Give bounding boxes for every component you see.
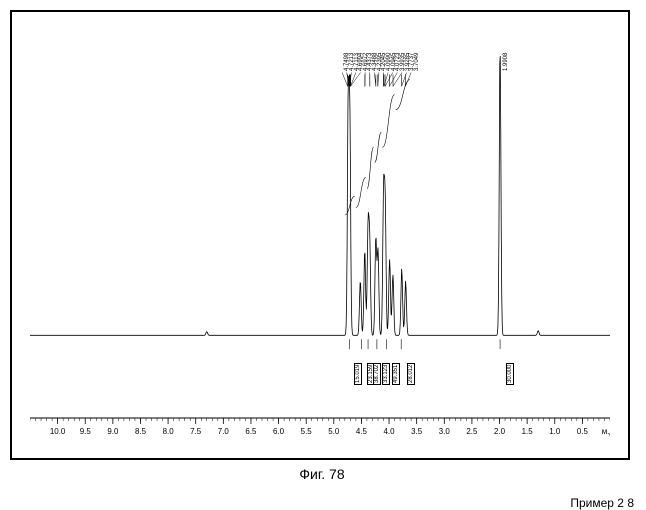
svg-text:6.5: 6.5	[245, 427, 257, 436]
integral-value: 38.702	[373, 363, 381, 385]
svg-text:м.д.: м.д.	[602, 427, 610, 436]
x-axis-area: 10.0 9.5 9.0 8.5 8.0 7.5 7.0 6.5 6.0 5.5 5.0 4.5 4.0…	[30, 410, 610, 450]
integral-value: 30.000	[506, 363, 514, 385]
svg-text:4.5: 4.5	[356, 427, 368, 436]
svg-text:6.0: 6.0	[273, 427, 285, 436]
svg-text:1.0: 1.0	[549, 427, 561, 436]
svg-text:9.0: 9.0	[107, 427, 119, 436]
integral-value: 15.019	[354, 363, 362, 385]
spectrum-svg	[30, 27, 610, 403]
figure-caption: Фиг. 78	[10, 466, 634, 482]
svg-text:7.5: 7.5	[190, 427, 202, 436]
plot-area: 4.74984.72134.71134.69944.69724.43734.34…	[30, 27, 610, 403]
chart-frame: 4.74984.72134.71134.69944.69724.43734.34…	[10, 10, 630, 460]
x-axis-svg: 10.0 9.5 9.0 8.5 8.0 7.5 7.0 6.5 6.0 5.5 5.0 4.5 4.0…	[30, 410, 610, 450]
example-label: Пример 2 8	[570, 496, 634, 510]
figure-container: 4.74984.72134.71134.69944.69724.43734.34…	[10, 10, 634, 482]
svg-text:3.0: 3.0	[439, 427, 451, 436]
svg-text:5.5: 5.5	[301, 427, 313, 436]
svg-text:10.0: 10.0	[50, 427, 66, 436]
svg-text:2.5: 2.5	[466, 427, 478, 436]
svg-text:5.0: 5.0	[328, 427, 340, 436]
svg-text:8.5: 8.5	[135, 427, 147, 436]
svg-text:0.5: 0.5	[577, 427, 589, 436]
peak-ppm-label: 3.7049	[414, 53, 420, 71]
integral-value: 28.012	[407, 363, 415, 385]
svg-text:8.0: 8.0	[163, 427, 175, 436]
svg-text:4.0: 4.0	[384, 427, 396, 436]
integral-value: 49.351	[392, 363, 400, 385]
peak-ppm-label: 1.9908	[503, 53, 509, 71]
svg-text:7.0: 7.0	[218, 427, 230, 436]
svg-text:9.5: 9.5	[80, 427, 92, 436]
integral-value: 33.123	[382, 363, 390, 385]
svg-text:2.0: 2.0	[494, 427, 506, 436]
svg-text:3.5: 3.5	[411, 427, 423, 436]
svg-text:1.5: 1.5	[522, 427, 534, 436]
